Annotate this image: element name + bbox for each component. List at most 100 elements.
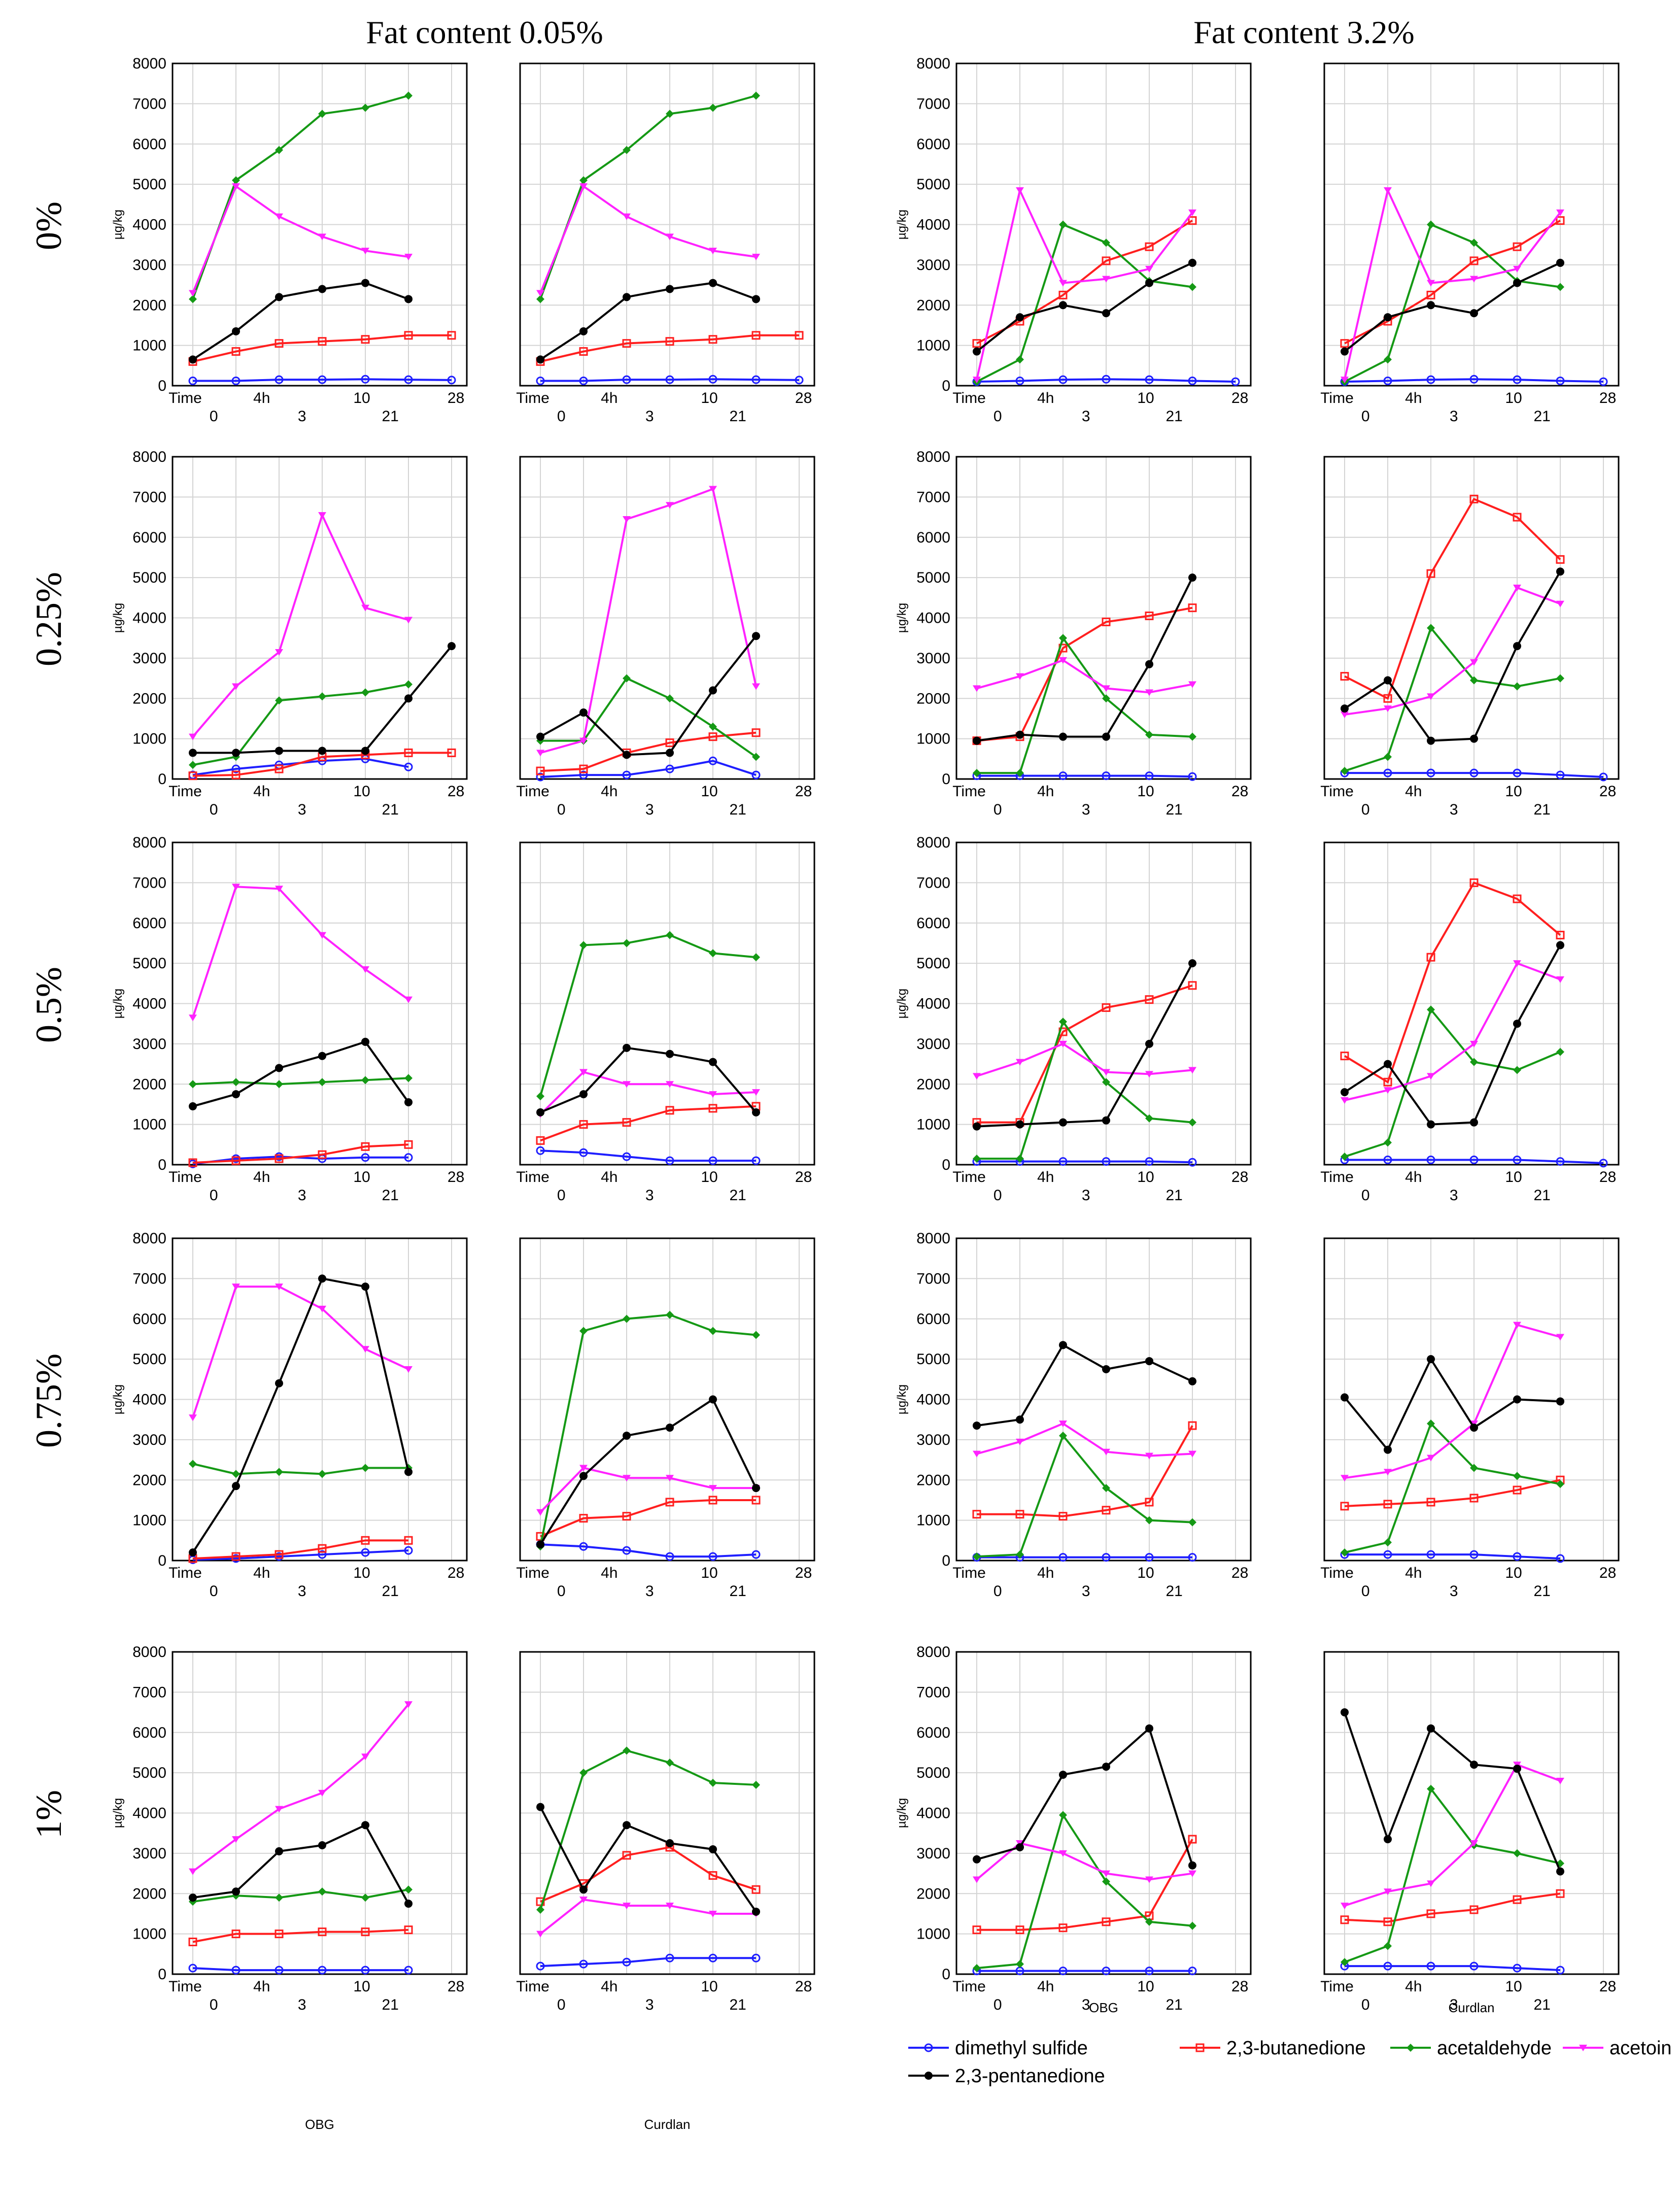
x-tick-label: 21 [382,408,399,425]
legend-item: 2,3-butanedione [1180,2038,1366,2059]
marker-point [1145,1071,1153,1078]
marker-point [973,1073,981,1080]
marker-point [1513,1322,1521,1329]
marker-point [318,110,326,118]
x-tick-label: Time [168,1565,202,1581]
marker-point [709,722,717,731]
marker-point [275,1468,283,1476]
marker-point [361,747,369,755]
marker-point [1341,377,1349,384]
marker-point [1513,375,1522,384]
x-tick-label: 3 [1450,1583,1458,1600]
marker-point [1384,187,1392,194]
marker-point [232,1470,240,1478]
marker-point [795,331,804,340]
marker-point [1340,1915,1349,1924]
marker-point [189,1414,197,1421]
marker-point [536,772,545,782]
x-tick-label: Time [168,1978,202,1995]
series-line [539,1467,756,1513]
y-tick-label: 3000 [132,257,166,274]
marker-point [318,747,326,755]
marker-point [318,233,326,241]
x-tick-label: 10 [1137,783,1154,800]
marker-point [1469,375,1479,384]
series-2-3-butanedione [536,1496,761,1541]
y-tick-label: 0 [942,378,950,394]
y-tick-label: 1000 [916,1926,950,1943]
series-line [1344,262,1561,353]
marker-point [1188,1377,1196,1385]
marker-point [231,1552,241,1561]
marker-point [232,1283,240,1291]
marker-point [231,1929,241,1939]
x-tick-label: 28 [448,390,464,407]
legend-item: acetoin [1563,2038,1672,2059]
plot-frame [1323,841,1620,1166]
marker-point [752,1089,760,1096]
series-line [192,1967,408,1972]
marker-point [752,295,760,303]
y-tick-label: 5000 [916,955,950,972]
marker-point [579,1465,588,1472]
y-tick-label: 8000 [132,1644,166,1661]
y-tick-label: 6000 [132,1724,166,1741]
marker-point [232,683,240,690]
column-title-low-fat: Fat content 0.05% [366,14,603,50]
marker-point [623,1746,631,1755]
marker-point [1059,1771,1067,1779]
marker-point [623,674,631,683]
marker-point [1426,1909,1435,1918]
marker-point [708,1496,717,1505]
marker-point [189,290,197,297]
marker-point [1016,1960,1024,1969]
marker-point [1102,375,1111,384]
marker-point [447,376,456,385]
marker-point [189,1102,197,1110]
marker-point [752,953,760,962]
series-line [540,1105,757,1142]
plot-frame [955,62,1252,387]
marker-point [1556,976,1564,983]
marker-point [1059,634,1067,642]
marker-point [973,769,981,777]
y-tick-label: 1000 [916,731,950,748]
marker-point [231,376,241,385]
marker-point [188,1938,197,1946]
marker-point [404,694,413,703]
x-tick-label: 4h [253,1565,270,1581]
series-line [192,1040,409,1107]
marker-point [1427,1005,1435,1014]
y-tick-label: 5000 [916,176,950,193]
marker-point [361,1893,369,1902]
marker-point [1188,1921,1196,1930]
x-tick-label: 21 [730,408,746,425]
marker-point [709,1395,717,1404]
series-line [192,1539,408,1560]
marker-point [1383,1500,1392,1509]
marker-point [973,1876,981,1883]
marker-point [404,680,413,689]
marker-point [1188,1835,1197,1844]
marker-point [1188,258,1196,267]
x-tick-label: 28 [795,1978,812,1995]
x-tick-label: Time [1320,1978,1354,1995]
series-line [1344,1786,1561,1963]
marker-point [1145,1967,1154,1976]
marker-point [1556,1778,1564,1784]
x-tick-label: Time [1320,783,1354,800]
marker-point [1384,1138,1392,1147]
marker-point [1102,1078,1110,1087]
marker-point [1556,209,1564,216]
series-2-3-pentanedione [189,279,413,364]
series-2-3-butanedione [536,331,804,366]
marker-point [1513,894,1522,903]
x-tick-label: 10 [353,1978,370,1995]
series-line [539,934,757,1097]
series-line [1344,881,1561,1084]
marker-point [189,1548,197,1557]
marker-point [1145,1357,1153,1366]
marker-point [318,1966,327,1975]
x-tick-label: 3 [298,801,306,818]
marker-point [1513,1472,1521,1480]
